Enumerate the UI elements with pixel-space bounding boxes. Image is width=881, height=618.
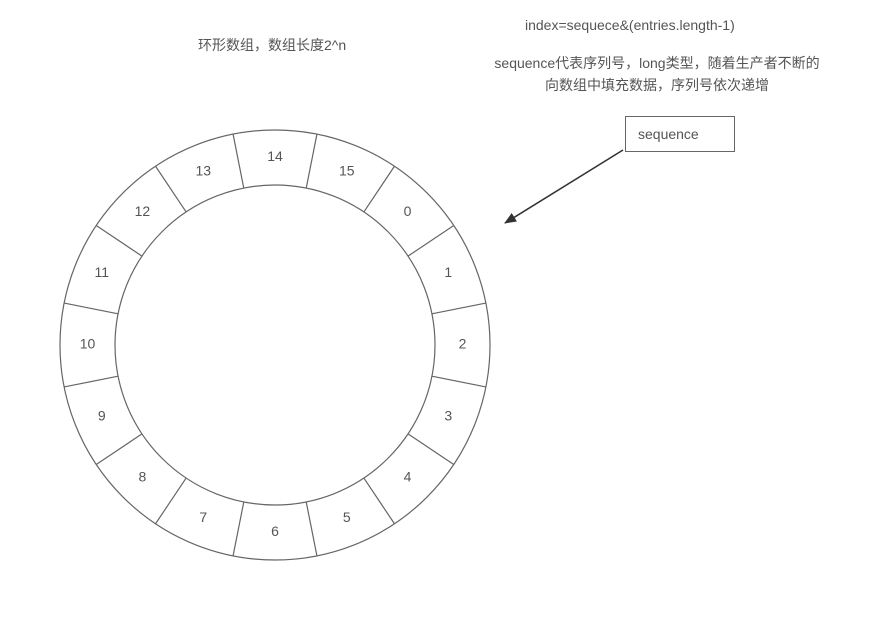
ring-divider <box>306 502 317 556</box>
ring-buffer: 1501234567891011121314 <box>60 130 490 560</box>
ring-divider <box>233 134 244 188</box>
ring-cell-label: 2 <box>459 336 467 352</box>
ring-divider <box>96 226 142 257</box>
ring-divider <box>432 376 486 387</box>
ring-svg: 1501234567891011121314 <box>0 0 881 618</box>
ring-cell-label: 3 <box>444 407 452 423</box>
ring-divider <box>233 502 244 556</box>
ring-divider <box>96 434 142 465</box>
ring-divider <box>364 478 395 524</box>
ring-divider <box>306 134 317 188</box>
ring-cell-label: 12 <box>135 203 151 219</box>
ring-divider <box>408 434 454 465</box>
ring-divider <box>408 226 454 257</box>
ring-divider <box>432 303 486 314</box>
pointer-arrow <box>505 150 623 223</box>
ring-cell-label: 9 <box>98 407 106 423</box>
ring-divider <box>156 166 187 212</box>
ring-cell-label: 11 <box>94 264 109 280</box>
ring-cell-label: 14 <box>267 148 283 164</box>
ring-divider <box>156 478 187 524</box>
ring-divider <box>64 303 118 314</box>
ring-cell-label: 0 <box>404 203 412 219</box>
ring-cell-label: 1 <box>444 264 452 280</box>
ring-cell-label: 10 <box>80 336 96 352</box>
ring-cell-label: 5 <box>343 509 351 525</box>
ring-cell-label: 7 <box>199 509 207 525</box>
ring-divider <box>364 166 395 212</box>
ring-cell-label: 15 <box>339 162 355 178</box>
ring-divider <box>64 376 118 387</box>
ring-cell-label: 8 <box>139 468 147 484</box>
ring-cell-label: 6 <box>271 523 279 539</box>
ring-cell-label: 13 <box>195 162 211 178</box>
diagram-canvas: 环形数组，数组长度2^n index=sequece&(entries.leng… <box>0 0 881 618</box>
ring-cell-label: 4 <box>404 468 412 484</box>
